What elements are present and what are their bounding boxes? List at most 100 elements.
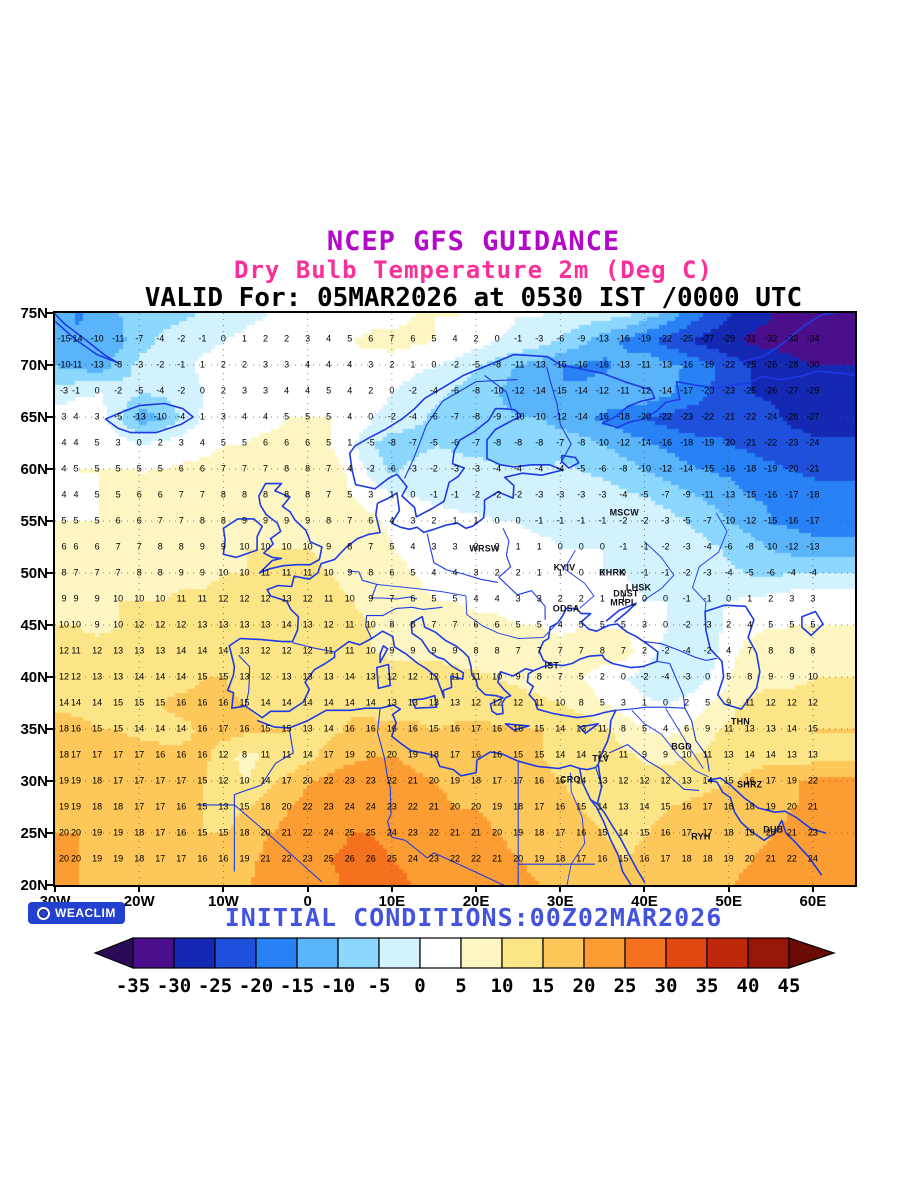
- temp-value: 8: [599, 645, 605, 656]
- temp-value: -25: [743, 385, 757, 396]
- temp-value: 14: [92, 697, 103, 708]
- colorbar-left-arrow: [93, 937, 134, 969]
- temp-value: -24: [764, 411, 778, 422]
- temp-value: 19: [407, 749, 418, 760]
- temp-value: -7: [703, 515, 712, 526]
- temp-value: 3: [305, 333, 311, 344]
- temp-value: 8: [199, 515, 205, 526]
- temp-value: 2: [368, 385, 374, 396]
- border-line: [292, 642, 335, 653]
- city-label: WRSW: [469, 543, 500, 554]
- temp-value: 3: [368, 489, 374, 500]
- temp-value: 18: [58, 749, 70, 760]
- temp-value: 5: [241, 437, 247, 448]
- temp-value: 10: [218, 567, 229, 578]
- temp-value: 14: [555, 723, 566, 734]
- temp-value: 12: [302, 593, 313, 604]
- temp-value: -4: [682, 645, 691, 656]
- colorbar-segment: [460, 937, 503, 969]
- temp-value: 15: [239, 801, 250, 812]
- temp-value: 8: [220, 489, 226, 500]
- temp-value: -1: [429, 489, 438, 500]
- temp-value: 9: [263, 515, 269, 526]
- temp-value: 24: [365, 801, 376, 812]
- temp-value: 15: [660, 801, 671, 812]
- temp-value: 10: [113, 619, 124, 630]
- temp-value: 4: [494, 593, 500, 604]
- temp-value: 15: [113, 697, 124, 708]
- lon-tick: [475, 885, 478, 892]
- temp-value: 22: [386, 775, 397, 786]
- temp-value: 2: [389, 359, 395, 370]
- temp-value: 14: [302, 697, 313, 708]
- temp-value: -2: [640, 515, 649, 526]
- weaclim-logo-icon: [37, 906, 50, 920]
- temp-value: -2: [156, 359, 165, 370]
- temp-value: 19: [58, 801, 70, 812]
- temp-value: -6: [556, 333, 565, 344]
- temp-value: 12: [786, 697, 797, 708]
- temp-value: 16: [534, 775, 545, 786]
- temp-value: 7: [115, 541, 121, 552]
- temp-value: 19: [492, 801, 503, 812]
- temp-value: -20: [701, 385, 715, 396]
- temp-value: 15: [218, 827, 229, 838]
- river-line: [376, 583, 559, 639]
- temp-value: 14: [786, 723, 797, 734]
- temp-value: 11: [702, 749, 713, 760]
- temp-value: 17: [134, 775, 145, 786]
- temp-value: 9: [284, 515, 290, 526]
- temp-value: 0: [578, 567, 584, 578]
- temp-value: 16: [176, 749, 187, 760]
- temp-value: -10: [595, 437, 609, 448]
- temp-value: 5: [326, 385, 332, 396]
- temp-value: 7: [263, 463, 269, 474]
- temp-value: -33: [785, 333, 799, 344]
- temp-value: 14: [344, 671, 355, 682]
- temp-value: 13: [218, 619, 229, 630]
- temp-value: 8: [263, 489, 269, 500]
- temp-value: -23: [722, 385, 736, 396]
- temp-value: -32: [764, 333, 778, 344]
- temp-value: 12: [807, 697, 818, 708]
- border-line: [498, 576, 546, 620]
- temp-value: 7: [94, 567, 100, 578]
- city-label: BGD: [671, 741, 692, 752]
- coastline: [801, 610, 824, 637]
- temp-value: 8: [241, 489, 247, 500]
- temp-value: 23: [323, 801, 334, 812]
- border-line: [234, 804, 323, 883]
- temp-value: 6: [178, 463, 184, 474]
- temp-value: 14: [365, 697, 376, 708]
- colorbar-segment: [583, 937, 626, 969]
- temp-value: 9: [410, 645, 416, 656]
- colorbar-tick-label: -35: [116, 975, 150, 997]
- temp-value: 5: [305, 411, 311, 422]
- temp-value: -5: [114, 411, 123, 422]
- temp-value: 20: [365, 749, 376, 760]
- city-label: KHRK: [599, 567, 626, 578]
- temp-value: 26: [365, 853, 376, 864]
- temp-value: 1: [747, 593, 753, 604]
- temp-value: 1: [410, 359, 416, 370]
- temp-value: 9: [389, 645, 395, 656]
- temp-value: 3: [515, 593, 521, 604]
- lat-axis-label: 45N: [20, 617, 48, 634]
- temp-value: 14: [260, 697, 271, 708]
- temp-value: -19: [701, 359, 715, 370]
- temp-value: 10: [58, 619, 70, 630]
- temp-value: 4: [61, 489, 67, 500]
- temp-value: 7: [389, 333, 395, 344]
- temp-value: -19: [637, 333, 651, 344]
- temp-value: 16: [365, 723, 376, 734]
- coastline: [411, 694, 438, 710]
- coastline: [226, 353, 855, 719]
- coastline: [375, 663, 392, 690]
- temp-value: 14: [155, 671, 166, 682]
- coastline: [379, 644, 389, 664]
- temp-value: 7: [747, 645, 753, 656]
- temp-value: 4: [73, 411, 79, 422]
- temp-value: 16: [239, 723, 250, 734]
- temp-value: 3: [452, 541, 458, 552]
- temp-value: 5: [284, 411, 290, 422]
